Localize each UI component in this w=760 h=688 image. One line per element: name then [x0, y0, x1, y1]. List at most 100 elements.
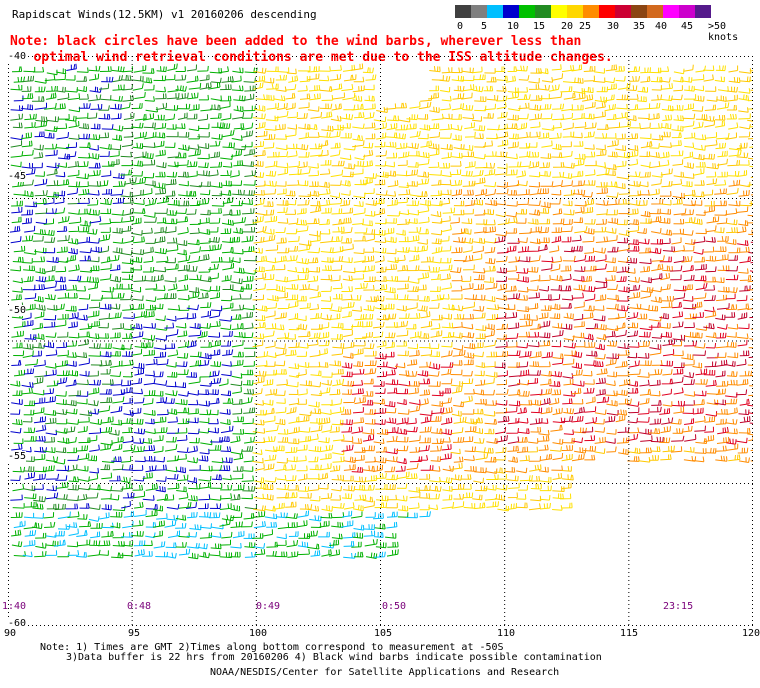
wind-barb: [363, 530, 376, 537]
wind-barb: [549, 381, 561, 387]
wind-barb: [472, 305, 485, 312]
wind-barb: [409, 254, 420, 262]
wind-barb: [450, 267, 462, 274]
wind-barb: [362, 177, 373, 185]
wind-barb: [143, 217, 157, 223]
wind-barb: [738, 113, 751, 120]
legend-swatch: [615, 5, 631, 18]
wind-barb: [56, 162, 67, 168]
wind-barb: [473, 428, 483, 435]
wind-barb: [406, 114, 419, 121]
wind-barb: [673, 171, 685, 178]
wind-barb: [44, 102, 57, 110]
wind-barb: [45, 349, 58, 357]
wind-barb: [716, 380, 729, 387]
wind-barb: [11, 443, 23, 451]
wind-barb: [396, 428, 408, 435]
wind-barb: [209, 483, 223, 489]
wind-barb: [188, 149, 201, 157]
wind-barb: [518, 485, 528, 491]
wind-barb: [120, 151, 133, 158]
wind-barb: [483, 377, 495, 385]
wind-barb: [659, 199, 672, 206]
wind-barb: [660, 302, 673, 309]
wind-barb: [23, 66, 36, 73]
wind-barb: [21, 132, 32, 140]
wind-barb: [155, 485, 166, 493]
wind-barb: [440, 198, 451, 205]
wind-barb: [109, 303, 121, 310]
wind-barb: [561, 482, 572, 490]
wind-barb: [220, 101, 231, 109]
wind-barb: [474, 209, 486, 216]
wind-barb: [593, 418, 605, 425]
wind-barb: [296, 144, 309, 151]
wind-barb: [242, 332, 254, 339]
wind-barb: [285, 209, 297, 215]
wind-barb: [441, 368, 452, 376]
wind-barb: [441, 444, 452, 451]
wind-barb: [640, 277, 652, 284]
wind-barb: [155, 236, 166, 244]
wind-barb: [582, 191, 593, 198]
wind-barb: [496, 276, 508, 282]
wind-barb: [750, 261, 753, 264]
wind-barb: [33, 229, 46, 236]
wind-barb: [263, 201, 274, 207]
wind-barb: [517, 199, 530, 206]
wind-barb: [692, 236, 706, 244]
wind-barb: [474, 398, 487, 405]
wind-barb: [626, 133, 639, 140]
wind-barb: [549, 84, 560, 92]
wind-barb: [353, 255, 366, 263]
wind-barb: [264, 369, 277, 376]
wind-barb: [276, 200, 289, 206]
wind-barb: [89, 419, 103, 425]
wind-barb: [475, 485, 488, 492]
wind-barb: [211, 201, 225, 207]
wind-barb: [219, 465, 231, 472]
wind-barb: [714, 76, 725, 83]
wind-barb: [727, 379, 738, 386]
wind-barb: [219, 189, 232, 196]
wind-barb: [310, 205, 322, 214]
wind-barb: [131, 249, 145, 256]
wind-barb: [99, 512, 110, 520]
wind-barb: [351, 348, 364, 356]
wind-barb: [330, 149, 341, 157]
wind-barb: [332, 456, 345, 463]
wind-barb: [109, 360, 123, 368]
wind-barb: [671, 132, 682, 139]
wind-barb: [101, 457, 115, 464]
wind-barb: [122, 95, 134, 102]
wind-barb: [100, 292, 113, 299]
wind-barb: [186, 502, 197, 509]
wind-barb: [307, 473, 320, 480]
wind-barb: [596, 396, 610, 404]
wind-barb: [321, 303, 333, 309]
wind-barb: [321, 111, 333, 119]
wind-barb: [198, 162, 209, 169]
wind-barb: [409, 101, 421, 109]
wind-barb: [364, 122, 376, 129]
wind-barb: [353, 476, 367, 483]
wind-barb: [692, 301, 703, 309]
wind-barb: [155, 149, 166, 157]
wind-barb: [175, 323, 187, 329]
wind-barb: [472, 267, 486, 274]
wind-barb: [419, 199, 432, 207]
wind-barb: [232, 484, 245, 491]
wind-barb: [440, 103, 452, 111]
wind-barb: [54, 74, 66, 81]
wind-barb: [628, 145, 639, 151]
lat-label: -50: [8, 305, 27, 316]
wind-barb: [264, 513, 278, 520]
wind-barb: [88, 320, 101, 328]
wind-barb: [45, 456, 59, 463]
wind-barb: [574, 266, 586, 272]
wind-barb: [439, 75, 451, 82]
wind-barb: [406, 265, 420, 272]
wind-barb: [572, 437, 584, 444]
wind-barb: [474, 312, 486, 319]
wind-barb: [166, 504, 180, 510]
